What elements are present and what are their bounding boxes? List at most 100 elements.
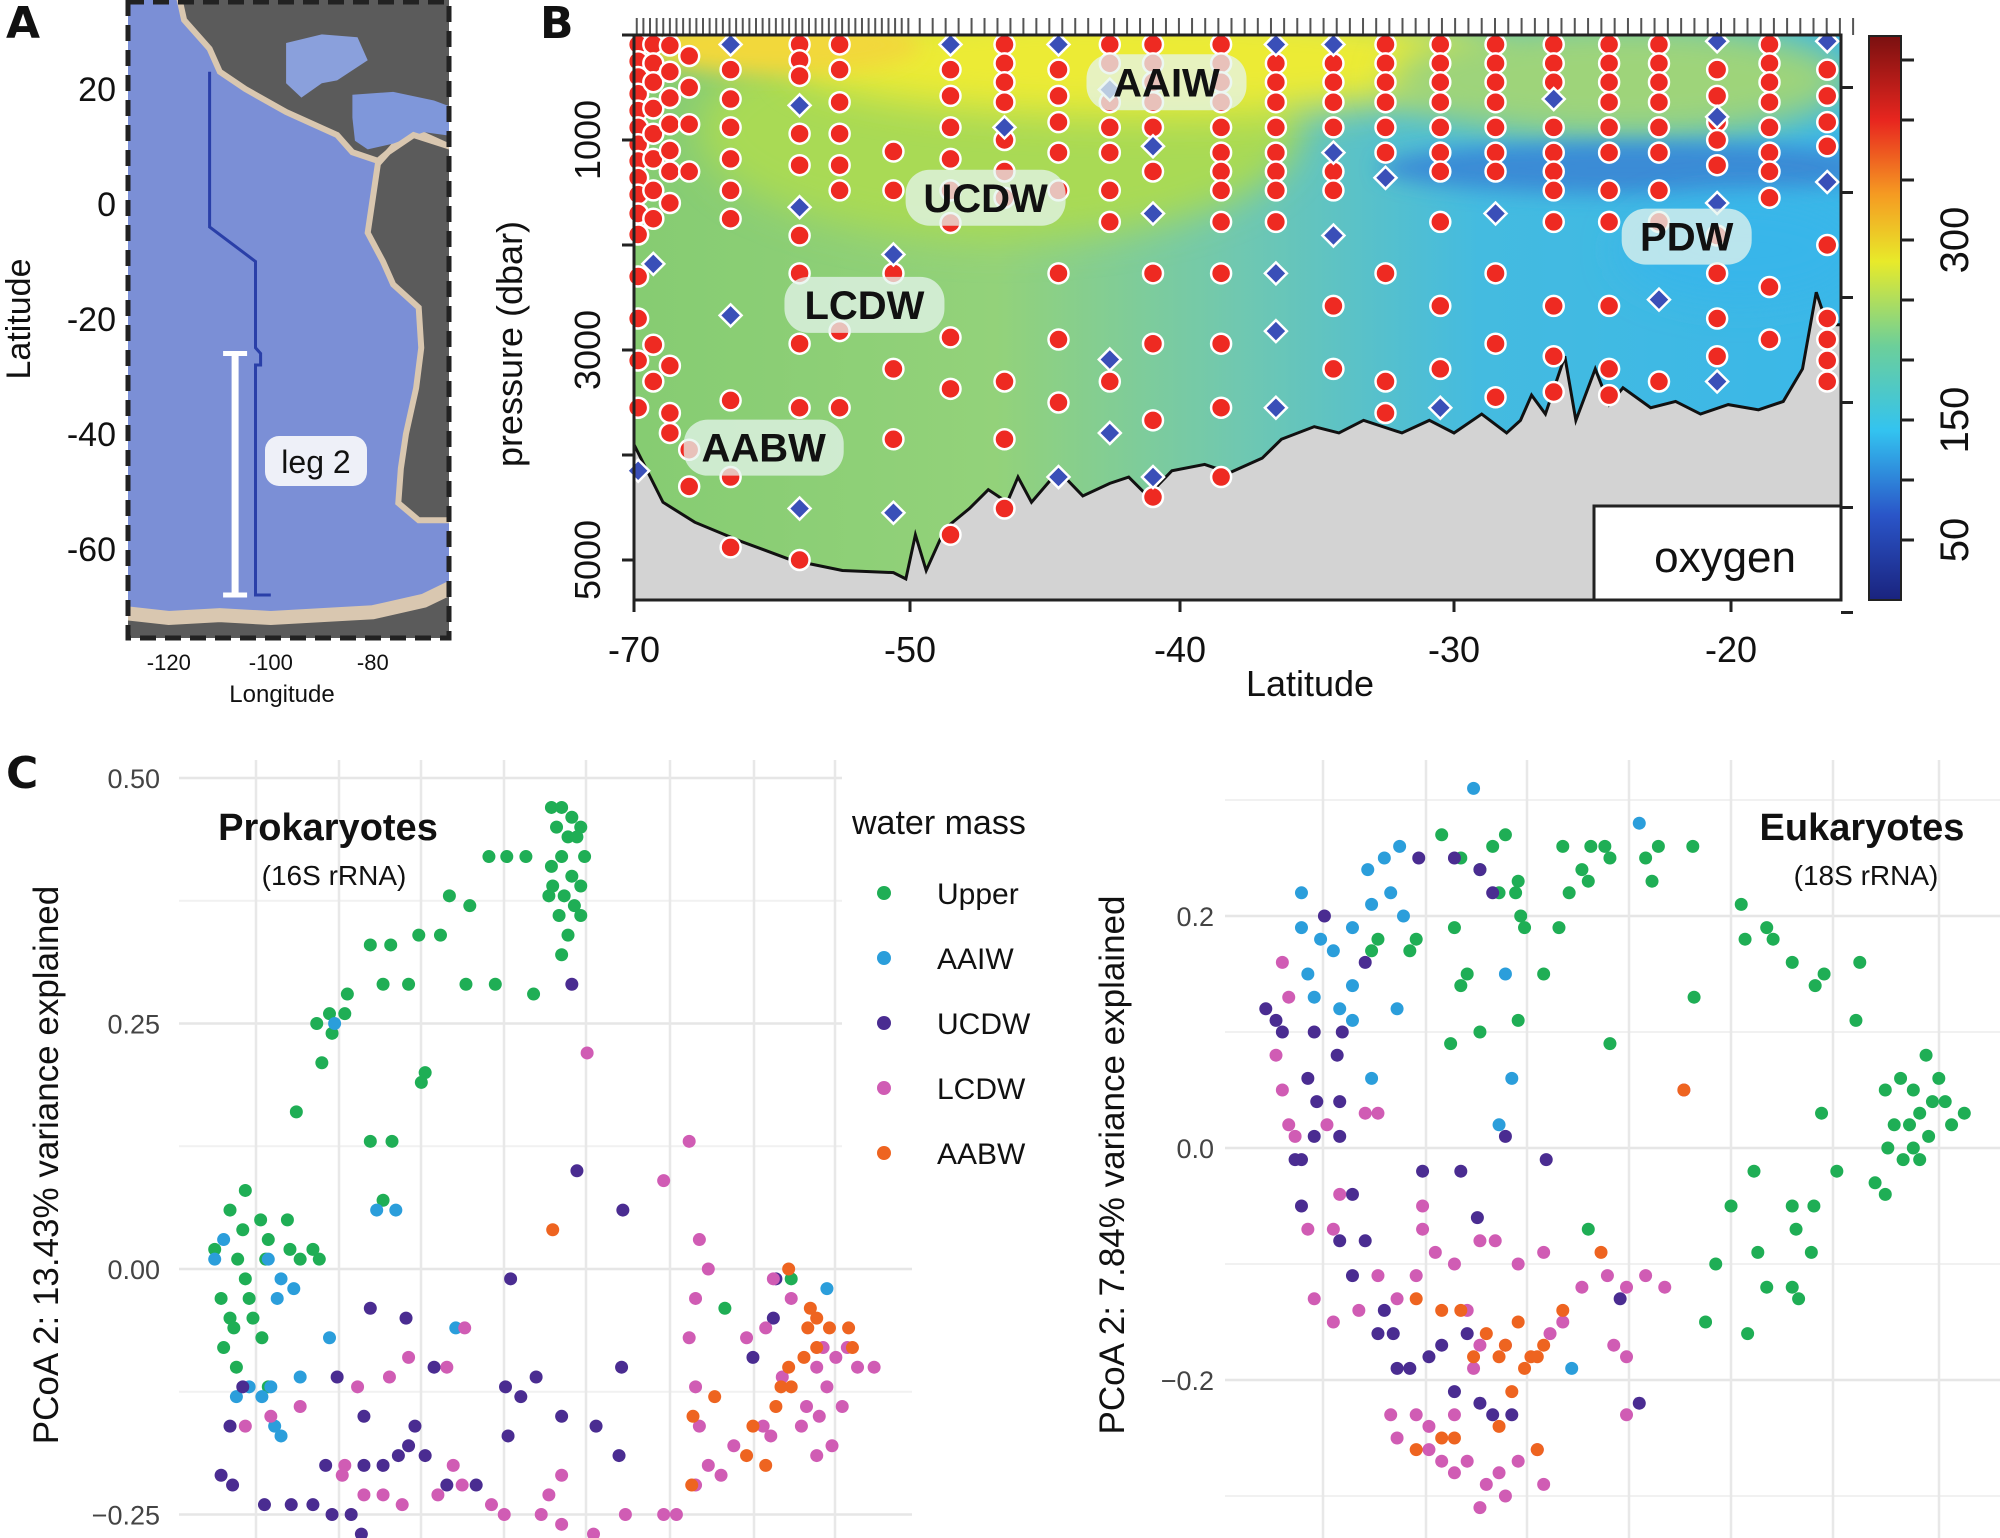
- prokaryotes-point-ucdw: [555, 1409, 569, 1423]
- map-frame: [125, 0, 452, 641]
- bacteria-sample-circle: [1647, 90, 1671, 114]
- prokaryotes-point-upper: [527, 987, 541, 1001]
- prokaryotes-point-upper: [312, 1252, 326, 1266]
- bacteria-sample-circle: [1209, 141, 1233, 164]
- legend-label-ucdw: UCDW: [937, 1008, 1031, 1041]
- eukaryotes-point-aaiw: [1377, 851, 1391, 865]
- eukaryotes-point-ucdw: [1371, 1327, 1385, 1341]
- bacteria-sample-circle: [788, 548, 811, 572]
- bacteria-sample-circle: [939, 147, 962, 171]
- bacteria-sample-circle: [677, 475, 701, 498]
- prokaryotes-point-ucdw: [325, 1508, 339, 1521]
- bacteria-sample-circle: [1141, 160, 1165, 183]
- bacteria-sample-circle: [882, 179, 905, 202]
- eukaryote-sample-diamond: [1140, 200, 1166, 227]
- bacteria-sample-circle: [1098, 141, 1122, 164]
- eukaryotes-point-lcdw: [1416, 1222, 1430, 1236]
- prokaryotes-point-lcdw: [835, 1399, 849, 1413]
- eukaryotes-point-upper: [1699, 1315, 1713, 1329]
- prokaryotes-point-upper: [229, 1360, 243, 1374]
- eukaryotes-point-ucdw: [1301, 1071, 1315, 1085]
- eukaryotes-point-ucdw: [1335, 1025, 1349, 1039]
- bacteria-sample-circle: [1542, 33, 1565, 56]
- eukaryotes-point-lcdw: [1467, 1361, 1481, 1375]
- prokaryotes-point-upper: [565, 869, 579, 883]
- bacteria-sample-circle: [677, 76, 701, 99]
- bacteria-sample-circle: [1705, 84, 1729, 108]
- eukaryotes-point-lcdw: [1488, 1234, 1502, 1248]
- bacteria-sample-circle: [719, 536, 742, 559]
- bacteria-sample-circle: [882, 428, 905, 451]
- map-y-tick-label: -60: [67, 531, 116, 569]
- bacteria-sample-circle: [1374, 90, 1397, 114]
- eukaryotes-point-ucdw: [1317, 909, 1331, 923]
- section-x-tick-label: -50: [884, 629, 936, 670]
- bacteria-sample-circle: [1264, 71, 1288, 94]
- bacteria-sample-circle: [828, 90, 851, 114]
- eukaryotes-point-aabw: [1435, 1431, 1449, 1445]
- prokaryotes-point-lcdw: [351, 1380, 365, 1394]
- eukaryotes-y-tick-label: 0.0: [1176, 1134, 1214, 1164]
- bacteria-sample-circle: [1047, 262, 1070, 285]
- eukaryotes-y-tick-label: 0.2: [1176, 902, 1214, 932]
- prokaryotes-point-aaiw: [217, 1233, 231, 1247]
- bacteria-sample-circle: [1647, 116, 1671, 139]
- bacteria-sample-circle: [993, 71, 1016, 94]
- eukaryotes-point-upper: [1598, 839, 1612, 853]
- eukaryotes-point-lcdw: [1447, 1257, 1461, 1271]
- bacteria-sample-circle: [1484, 71, 1507, 94]
- eukaryotes-point-aabw: [1409, 1443, 1423, 1457]
- prokaryotes-point-lcdw: [497, 1508, 511, 1521]
- bacteria-sample-circle: [1597, 179, 1621, 202]
- eukaryotes-point-upper: [1552, 921, 1566, 935]
- prokaryotes-point-ucdw: [565, 977, 579, 991]
- eukaryotes-point-aaiw: [1505, 1071, 1519, 1085]
- eukaryotes-point-upper: [1509, 886, 1523, 900]
- eukaryote-sample-diamond: [1320, 139, 1347, 166]
- prokaryotes-y-tick-label: −0.25: [92, 1501, 160, 1531]
- prokaryotes-point-lcdw: [264, 1409, 278, 1423]
- prokaryotes-point-lcdw: [618, 1508, 632, 1521]
- prokaryotes-point-aaiw: [261, 1252, 275, 1266]
- eukaryotes-point-aaiw: [1307, 990, 1321, 1004]
- prokaryotes-point-lcdw: [534, 1508, 548, 1521]
- eukaryotes-point-upper: [1645, 874, 1659, 888]
- bacteria-sample-circle: [1374, 33, 1397, 56]
- eukaryotes-point-upper: [1878, 1187, 1892, 1201]
- eukaryotes-point-ucdw: [1330, 1048, 1344, 1062]
- eukaryotes-point-aabw: [1594, 1245, 1608, 1259]
- legend-swatch-upper: [877, 886, 891, 900]
- colorbar-tick-label: 150: [1933, 387, 1977, 454]
- legend: water mass Upper AAIW UCDW LCDW AABW: [851, 804, 1031, 1171]
- eukaryotes-point-aaiw: [1467, 781, 1481, 795]
- eukaryotes-point-upper: [1808, 979, 1822, 993]
- bacteria-sample-circle: [993, 370, 1016, 393]
- prokaryotes-point-aaiw: [268, 1419, 282, 1433]
- eukaryotes-point-upper: [1881, 1141, 1895, 1155]
- prokaryotes-point-aabw: [842, 1321, 856, 1335]
- eukaryotes-point-upper: [1938, 1095, 1952, 1109]
- eukaryotes-point-aabw: [1467, 1350, 1481, 1364]
- map-y-tick-label: -40: [67, 416, 116, 454]
- prokaryotes-point-aabw: [686, 1409, 700, 1423]
- prokaryotes-point-aaiw: [274, 1429, 288, 1443]
- prokaryotes-point-ucdw: [330, 1370, 344, 1384]
- eukaryotes-point-upper: [1581, 874, 1595, 888]
- prokaryotes-point-ucdw: [391, 1449, 405, 1463]
- eukaryote-sample-diamond: [1704, 104, 1730, 130]
- prokaryotes-point-aaiw: [287, 1282, 301, 1296]
- prokaryotes-point-upper: [555, 948, 569, 962]
- panel-c-pcoa: C 0.50 0.25 0.00 −0.25 0.2 0.0 −0.2 Prokaryote…: [6, 748, 2000, 1538]
- prokaryotes-y-tick-label: 0.25: [107, 1010, 160, 1040]
- bacteria-sample-circle: [1264, 210, 1288, 234]
- eukaryotes-point-ucdw: [1345, 1269, 1359, 1283]
- prokaryotes-point-lcdw: [395, 1498, 409, 1512]
- eukaryotes-point-ucdw: [1505, 1408, 1519, 1422]
- bacteria-sample-circle: [1374, 262, 1397, 285]
- bacteria-sample-circle: [1542, 52, 1565, 75]
- eukaryotes-point-lcdw: [1658, 1280, 1672, 1294]
- eukaryotes-point-ucdw: [1333, 1129, 1347, 1143]
- prokaryotes-point-aabw: [797, 1350, 811, 1364]
- eukaryotes-point-lcdw: [1275, 1083, 1289, 1097]
- eukaryotes-point-upper: [1511, 1013, 1525, 1027]
